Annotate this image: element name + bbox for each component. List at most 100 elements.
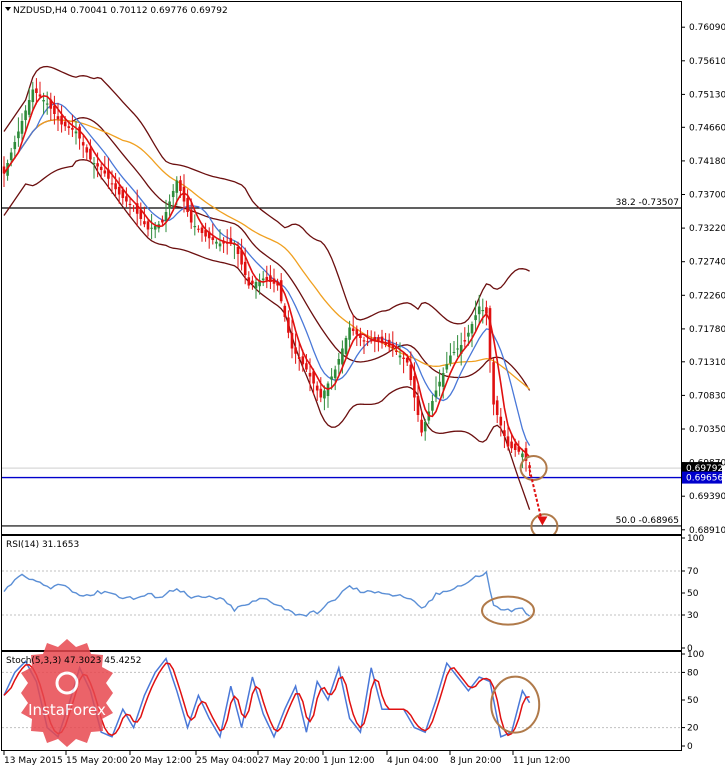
- candle-body: [377, 337, 380, 342]
- candle-body: [287, 317, 290, 333]
- candle-body: [366, 341, 369, 343]
- rsi-line: [3, 570, 531, 617]
- fast-ma-line: [3, 94, 531, 458]
- candle-body: [269, 275, 272, 282]
- candle-body: [81, 142, 85, 146]
- candle-body: [179, 180, 182, 191]
- candle-body: [513, 443, 517, 450]
- candle-body: [56, 116, 60, 120]
- time-tick-label: 4 Jun 04:00: [387, 756, 439, 766]
- candle-body: [204, 230, 207, 237]
- candle-body: [391, 343, 395, 349]
- candle-body: [301, 356, 305, 365]
- candle-body: [319, 388, 323, 398]
- stoch-panel-frame: [1, 651, 682, 751]
- candle-body: [459, 345, 463, 354]
- candle-body: [132, 207, 135, 209]
- price-tick-label: 0.76090: [689, 23, 725, 33]
- candle-body: [45, 103, 49, 105]
- candle-body: [211, 237, 215, 240]
- candle-body: [103, 170, 107, 174]
- support-price-label-box: [682, 471, 722, 484]
- price-tick-label: 0.74180: [689, 157, 725, 167]
- candle-body: [485, 307, 488, 314]
- candle-body: [308, 372, 312, 377]
- stoch-marker-circle: [490, 675, 541, 734]
- fib-level-label: 38.2 -0.73507: [616, 198, 679, 208]
- candle-body: [315, 385, 319, 391]
- candle-body: [107, 169, 110, 179]
- candle-body: [215, 241, 218, 244]
- candle-body: [92, 163, 96, 165]
- stoch-tick-label: 100: [687, 650, 704, 660]
- instaforex-watermark: InstaForex: [21, 639, 113, 747]
- candle-body: [38, 94, 42, 97]
- rsi-header: RSI(14) 31.1653: [6, 540, 79, 550]
- price-tick-label: 0.71780: [689, 325, 725, 335]
- candle-body: [323, 390, 326, 399]
- price-panel-frame: [1, 1, 682, 535]
- candle-body: [492, 362, 495, 405]
- candle-body: [135, 203, 139, 214]
- candle-body: [362, 340, 366, 342]
- rsi-tick-label: 30: [687, 611, 699, 621]
- candle-body: [20, 121, 24, 134]
- candle-body: [207, 231, 211, 239]
- price-axis: 0.76090 0.75610 0.75130 0.74660 0.74180 0.737…: [681, 23, 725, 536]
- candle-body: [333, 369, 337, 379]
- current-level-circle: [519, 455, 548, 482]
- candle-body: [143, 221, 146, 225]
- candle-body: [31, 89, 35, 103]
- rsi-tick-label: 50: [687, 589, 699, 599]
- candle-body: [337, 359, 341, 365]
- rsi-axis: 100 70 50 30 0: [681, 534, 704, 654]
- candle-body: [168, 201, 171, 209]
- candle-body: [258, 280, 261, 287]
- candle-body: [283, 305, 287, 317]
- candle-body: [128, 203, 132, 205]
- candle-body: [17, 131, 20, 139]
- candle-body: [161, 219, 164, 223]
- candle-body: [481, 310, 485, 312]
- time-tick-label: 20 May 12:00: [130, 756, 192, 766]
- upper-band-line: [3, 65, 530, 325]
- candle-body: [330, 376, 333, 380]
- candle-body: [236, 246, 240, 254]
- price-tick-label: 0.73700: [689, 191, 725, 201]
- candle-body: [78, 126, 81, 139]
- time-tick-label: 15 May 20:00: [66, 756, 128, 766]
- candle-body: [197, 228, 200, 230]
- projection-arrow-line: [528, 469, 544, 524]
- current-price-label: 0.69792: [686, 464, 723, 474]
- candle-body: [297, 356, 301, 359]
- rsi-plot: [2, 570, 681, 626]
- candle-body: [344, 338, 348, 354]
- candle-body: [463, 340, 467, 342]
- chart-menu-icon[interactable]: [5, 7, 11, 11]
- price-tick-label: 0.70830: [689, 391, 725, 401]
- fib-level-label: 50.0 -0.68965: [616, 516, 679, 526]
- watermark-bull-icon: [55, 671, 79, 695]
- candle-body: [279, 280, 283, 302]
- candle-body: [27, 100, 31, 115]
- candle-body: [359, 334, 362, 338]
- time-tick-label: 13 May 2015: [4, 756, 63, 766]
- candle-body: [423, 422, 427, 432]
- candle-body: [60, 115, 63, 125]
- candle-body: [74, 131, 78, 134]
- candle-body: [96, 163, 99, 167]
- candle-body: [63, 121, 67, 127]
- rsi-tick-label: 70: [687, 567, 699, 577]
- candle-body: [251, 280, 254, 284]
- candle-body: [434, 390, 438, 398]
- candle-body: [528, 465, 531, 469]
- candle-body: [110, 183, 114, 185]
- candle-body: [42, 100, 45, 102]
- time-tick-label: 11 Jun 12:00: [513, 756, 570, 766]
- candle-body: [99, 166, 103, 170]
- candle-body: [312, 371, 315, 384]
- candle-body: [503, 430, 506, 436]
- candle-body: [395, 350, 398, 352]
- price-tick-label: 0.72740: [689, 258, 725, 268]
